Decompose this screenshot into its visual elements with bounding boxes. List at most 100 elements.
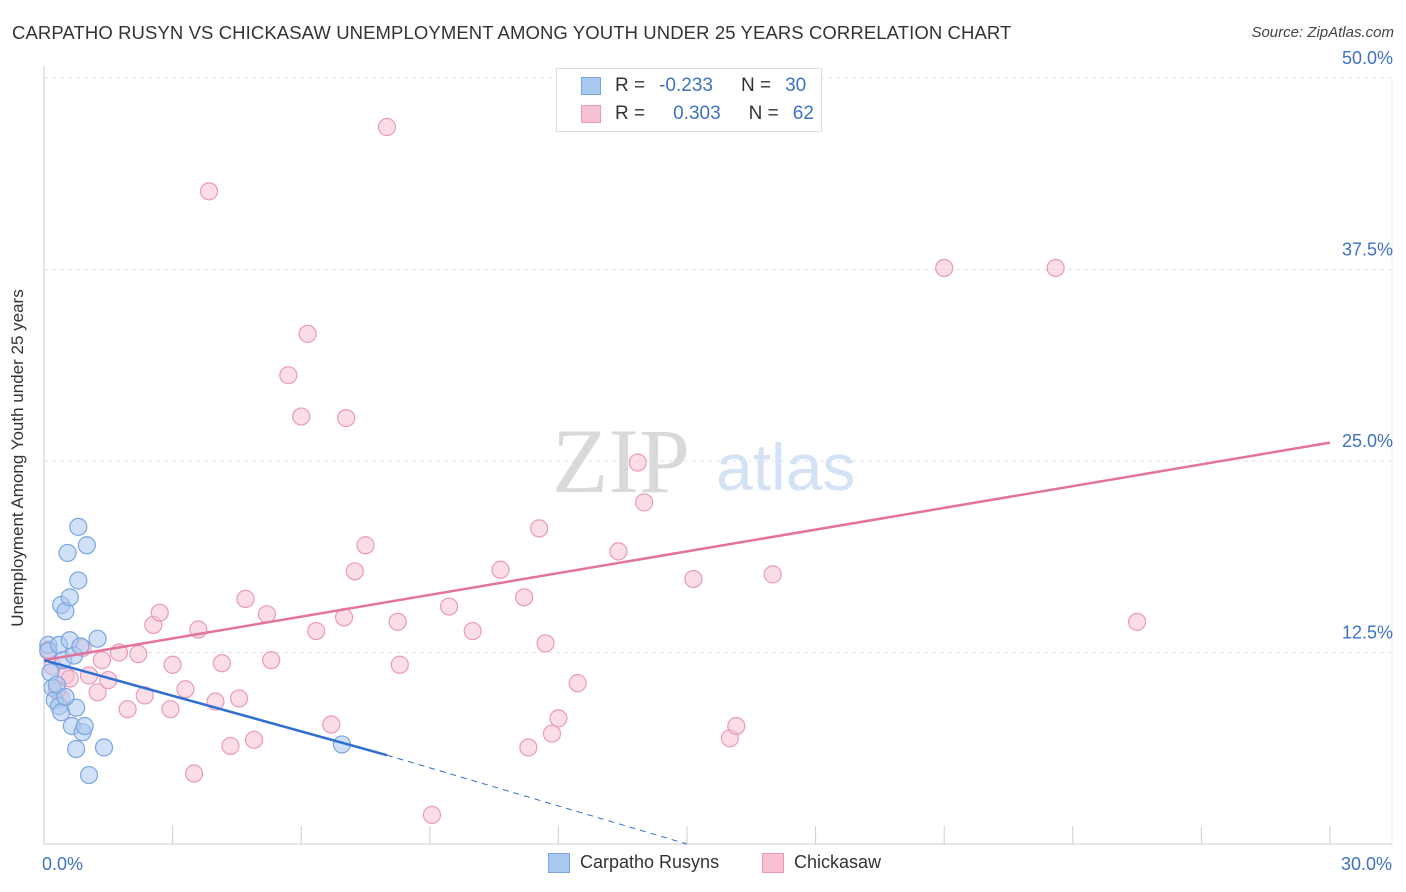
carpatho-rusyns-point [69,571,88,590]
chickasaw-point [307,621,326,641]
carpatho-rusyns-point [60,588,79,607]
chickasaw-point [212,654,231,673]
carpatho-rusyns-points [39,517,352,785]
source-credit: Source: ZipAtlas.com [1251,24,1394,41]
chickasaw-point [118,700,137,719]
y-axis-label: Unemployment Among Youth under 25 years [8,289,27,627]
chickasaw-point [684,569,703,589]
chickasaw-points [39,117,1147,824]
legend-r-label: R = [615,103,646,124]
x-tick-label: 30.0% [1341,854,1392,874]
watermark-atlas: atlas [716,430,855,504]
bottom-legend-chickasaw: Chickasaw [762,852,881,873]
chickasaw-trendline [43,441,1331,662]
carpatho-rusyns-point [67,739,86,759]
chickasaw-point [1046,258,1065,278]
chickasaw-point [519,738,538,757]
legend-r-label: R = [615,75,646,96]
carpatho-rusyns-point [56,687,75,707]
carpatho-rusyns-trendline [43,658,388,757]
chickasaw-point [345,562,364,581]
chickasaw-point [129,644,148,664]
chickasaw-point [236,589,255,608]
bottom-swatch-pink [762,852,784,873]
chickasaw-point [935,258,954,278]
chickasaw-point [439,597,459,616]
y-tick-label: 25.0% [1342,431,1393,451]
chickasaw-point [530,519,549,538]
chickasaw-point [161,700,180,719]
watermark-zip: ZIP [552,410,690,512]
chickasaw-point [298,324,317,343]
y-tick-label: 12.5% [1342,623,1393,643]
chickasaw-point [221,736,240,756]
trendlines [43,441,1331,845]
y-tick-label: 37.5% [1342,240,1393,260]
chickasaw-point [542,724,562,743]
chickasaw-point [150,603,169,622]
carpatho-rusyns-point [88,629,107,648]
legend-swatch-blue [581,77,601,95]
chickasaw-point [229,689,249,708]
chickasaw-point [628,453,647,472]
chickasaw-point [337,409,356,428]
carpatho-rusyns-point [67,698,86,717]
legend-r-value: 0.303 [673,103,721,124]
chickasaw-point [257,605,277,624]
correlation-legend: R = -0.233 N = 30 R = 0.303 N = 62 [556,68,822,132]
legend-n-value: 30 [785,75,807,96]
legend-row-chickasaw: R = 0.303 N = 62 [581,102,814,126]
chickasaw-point [92,651,111,670]
chickasaw-point [1127,612,1147,631]
watermark: ZIP atlas [552,410,855,512]
chickasaw-point [322,715,341,734]
chickasaw-point [515,588,534,607]
chickasaw-point [176,680,195,699]
legend-swatch-pink [581,105,601,123]
chickasaw-point [199,182,219,201]
carpatho-rusyns-trendline-extension [386,754,688,845]
chickasaw-point [422,805,442,824]
carpatho-rusyns-point [75,716,94,736]
chickasaw-point [356,536,375,555]
legend-r-value: -0.233 [659,75,713,96]
tick-labels: 12.5% 25.0% 37.5% 50.0% 0.0% 30.0% [42,48,1393,874]
chickasaw-point [262,651,281,670]
chart-title: CARPATHO RUSYN VS CHICKASAW UNEMPLOYMENT… [12,22,1012,43]
chickasaw-point [292,407,311,426]
chickasaw-point [388,612,407,631]
bottom-legend-label: Carpatho Rusyns [580,852,720,872]
chickasaw-point [244,730,264,749]
axes [43,66,1392,845]
chickasaw-point [609,542,628,561]
chickasaw-point [390,655,409,674]
bottom-legend-carpatho: Carpatho Rusyns [548,852,719,873]
legend-n-value: 62 [792,103,814,124]
carpatho-rusyns-point [52,703,71,722]
y-tick-label: 50.0% [1342,48,1393,68]
bottom-swatch-blue [548,852,570,873]
chickasaw-point [163,655,182,674]
chickasaw-point [727,716,746,736]
legend-row-carpatho: R = -0.233 N = 30 [581,74,806,98]
chickasaw-point [568,674,587,693]
chickasaw-point [463,621,482,641]
chickasaw-point [763,565,782,584]
bottom-legend-label: Chickasaw [794,852,882,872]
legend-n-label: N = [740,75,772,96]
carpatho-rusyns-point [69,517,88,536]
chickasaw-point [377,117,397,137]
chickasaw-point [491,560,510,579]
carpatho-rusyns-point [77,536,96,555]
chickasaw-point [549,709,568,728]
chickasaw-point [635,493,654,512]
x-tick-label: 0.0% [42,854,83,874]
chickasaw-point [279,366,298,385]
chickasaw-point [184,764,204,783]
chickasaw-point [88,683,107,702]
carpatho-rusyns-point [58,543,77,563]
carpatho-rusyns-point [79,765,99,785]
chickasaw-point [536,634,555,653]
legend-n-label: N = [748,103,779,124]
